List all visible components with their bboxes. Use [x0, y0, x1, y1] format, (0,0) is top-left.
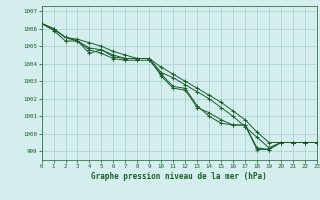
X-axis label: Graphe pression niveau de la mer (hPa): Graphe pression niveau de la mer (hPa): [91, 172, 267, 181]
